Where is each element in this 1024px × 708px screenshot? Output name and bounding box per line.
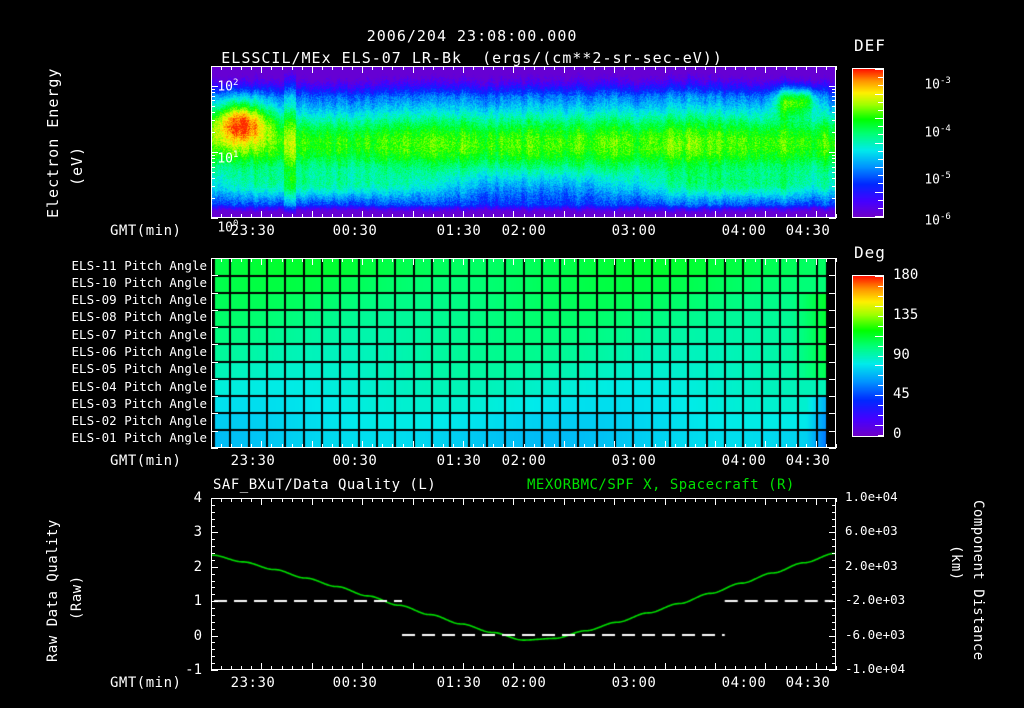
tick-mark [829,218,836,219]
pitch-angle-row-label: ELS-06 Pitch Angle [71,344,207,359]
time-tick-label: 04:30 [785,223,831,239]
bot-ylabel-wrap: Raw Data Quality [45,519,189,676]
top-ylabel: Electron Energy [44,67,62,218]
tick-mark [836,498,837,502]
bottom-plot-lines [212,499,835,669]
bottom-xlabel: GMT(min) [110,675,182,691]
data-quality-distance-plot[interactable] [211,498,836,670]
bottom-ylabel-left-units: (Raw) [69,575,85,620]
tick-mark [211,448,218,449]
time-tick-label: 23:30 [230,223,276,239]
def-label-1e-5: 10-5 [924,171,951,188]
pitch-angle-row-label: ELS-09 Pitch Angle [71,292,207,308]
def-label-1e-4: 10-4 [924,124,951,141]
time-tick-label: 00:30 [332,675,378,691]
def-colorbar-title: DEF [854,36,886,55]
bottom-left-ytick-label: 2 [193,558,202,575]
tick-mark [836,666,837,670]
deg-colorbar-label: 180 [893,267,919,283]
time-tick-label: 23:30 [230,453,276,469]
bottom-title-left: SAF_BXuT/Data Quality (L) [213,477,437,493]
deg-colorbar [852,275,884,437]
time-tick-label: 01:30 [436,223,482,239]
bottom-right-ytick-label: 6.0e+03 [845,523,898,539]
time-tick-label: 00:30 [332,453,378,469]
time-tick-label: 01:30 [436,453,482,469]
time-tick-label: 03:00 [611,223,657,239]
time-tick-label: 04:30 [785,453,831,469]
bottom-right-ytick-label: -6.0e+03 [845,626,906,642]
tick-mark [836,258,837,262]
time-tick-label: 03:00 [611,453,657,469]
time-tick-label: 04:00 [721,223,767,239]
top-ylabel-units: (eV) [68,145,86,186]
time-tick-label: 02:00 [501,223,547,239]
bottom-ylabel-right: Component Distance [970,500,986,661]
time-tick-label: 02:00 [501,675,547,691]
deg-colorbar-gradient [853,276,883,436]
deg-colorbar-label: 90 [893,346,910,363]
pitch-angle-row-label: ELS-08 Pitch Angle [71,309,207,325]
page-title-instrument: ELSSCIL/MEx ELS-07 LR-Bk (ergs/(cm**2-sr… [221,49,723,67]
pitch-angle-row-label: ELS-10 Pitch Angle [71,274,207,290]
bottom-right-ytick-label: -2.0e+03 [845,592,906,608]
pitch-angle-row-label: ELS-11 Pitch Angle [71,257,207,273]
pitch-angle-row-label: ELS-02 Pitch Angle [71,413,207,429]
tick-mark [836,214,837,218]
top-xlabel: GMT(min) [110,223,182,239]
spectrogram-image [212,67,835,217]
time-tick-label: 02:00 [501,453,547,469]
def-label-1e-6: 10-6 [924,212,951,229]
top-ylabel2-wrap: (eV) [68,146,110,201]
deg-colorbar-label: 135 [893,306,919,323]
bottom-ylabel-left: Raw Data Quality [45,519,61,662]
tick-mark [211,670,218,671]
pitch-angle-row-label: ELS-01 Pitch Angle [71,430,207,446]
bottom-right-ytick-label: -1.0e+04 [845,661,906,676]
mid-xlabel: GMT(min) [110,453,182,469]
pitch-angle-row-label: ELS-07 Pitch Angle [71,326,207,342]
electron-energy-spectrogram[interactable] [211,66,836,218]
bottom-left-ytick-label: 3 [193,524,202,541]
bottom-left-ytick-label: 4 [193,490,202,506]
bottom-ylabel-right-units: (km) [948,545,964,581]
deg-colorbar-title: Deg [854,243,886,262]
time-tick-label: 04:00 [721,675,767,691]
bottom-left-ytick-label: -1 [185,662,202,678]
tick-mark [829,670,836,671]
bot-rlabel2-wrap: (km) [948,545,999,581]
deg-colorbar-label: 45 [893,386,910,403]
bottom-right-ytick-label: 1.0e+04 [845,489,898,504]
pitch-angle-row-label: ELS-03 Pitch Angle [71,395,207,411]
def-colorbar [852,68,884,218]
bottom-title-right: MEXORBMC/SPF X, Spacecraft (R) [527,477,795,493]
pitch-angle-image [212,259,835,447]
time-tick-label: 01:30 [436,675,482,691]
page-title-date: 2006/204 23:08:00.000 [366,27,578,45]
bot-rlabel-wrap: Component Distance [970,500,1024,661]
bottom-left-ytick-label: 0 [193,627,202,644]
time-tick-label: 04:00 [721,453,767,469]
deg-colorbar-label: 0 [893,426,902,442]
time-tick-label: 04:30 [785,675,831,691]
time-tick-label: 03:00 [611,675,657,691]
top-ytick-10: 101 [217,150,239,167]
pitch-angle-row-label: ELS-04 Pitch Angle [71,378,207,394]
bottom-right-ytick-label: 2.0e+03 [845,557,898,573]
tick-mark [836,444,837,448]
pitch-angle-row-label: ELS-05 Pitch Angle [71,361,207,377]
pitch-angle-panel[interactable] [211,258,836,448]
def-label-1e-3: 10-3 [924,76,951,93]
time-tick-label: 00:30 [332,223,378,239]
tick-mark [829,448,836,449]
top-ytick-100: 102 [217,78,239,95]
time-tick-label: 23:30 [230,675,276,691]
bot-ylabel2-wrap: (Raw) [69,575,115,634]
bottom-left-ytick-label: 1 [193,593,202,610]
top-ytick-1: 100 [217,219,239,236]
def-colorbar-gradient [853,69,883,217]
